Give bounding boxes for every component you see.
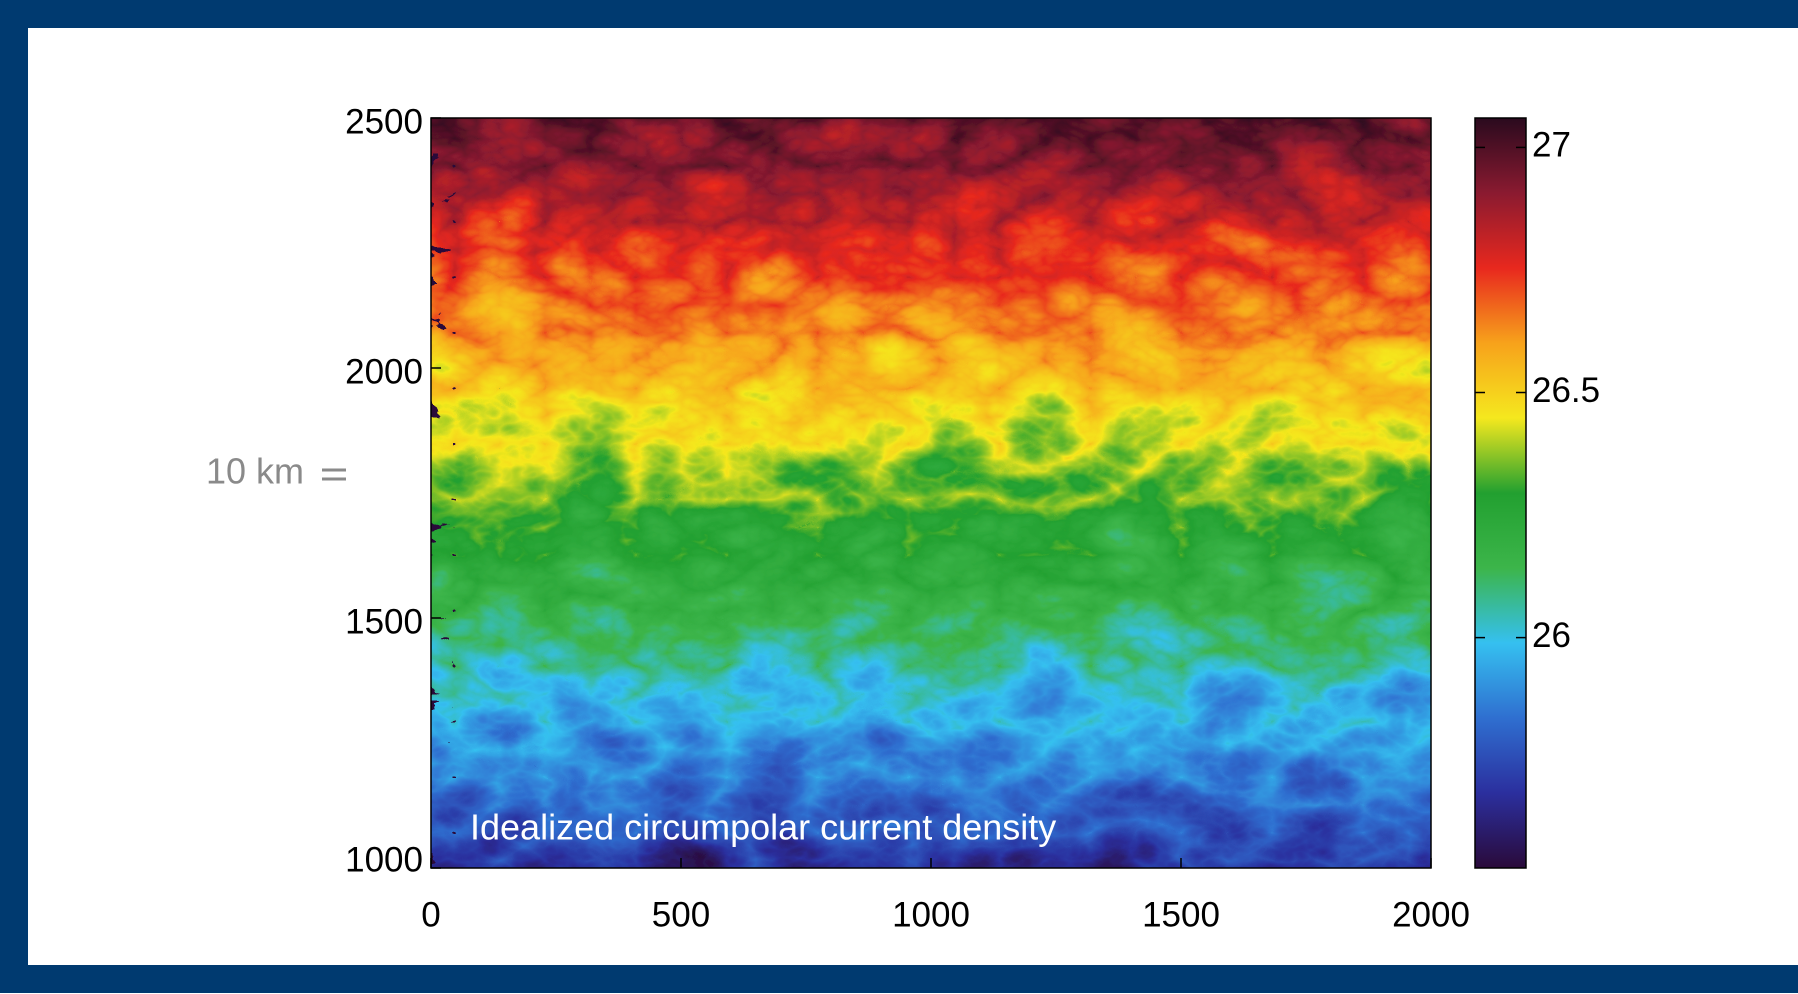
x-tick-label: 2000 — [1392, 895, 1470, 934]
y-tick-label: 2000 — [345, 352, 423, 391]
x-tick-label: 500 — [652, 895, 710, 934]
scale-label: 10 km — [206, 451, 304, 492]
y-tick-label: 2500 — [345, 102, 423, 141]
annotation: Idealized circumpolar current density — [470, 807, 1056, 848]
colorbar-tick-label: 27 — [1532, 126, 1571, 165]
x-tick-label: 1500 — [1142, 895, 1220, 934]
field-image — [431, 118, 1431, 868]
colorbar-tick-label: 26.5 — [1532, 371, 1600, 410]
scale-bar — [322, 468, 346, 481]
y-tick-label: 1500 — [345, 602, 423, 641]
x-tick-label: 1000 — [892, 895, 970, 934]
colorbar — [1474, 117, 1527, 869]
colorbar-tick-label: 26 — [1532, 616, 1571, 655]
y-tick-label: 1000 — [345, 840, 423, 879]
x-tick-label: 0 — [421, 895, 440, 934]
density-field — [431, 118, 1431, 868]
